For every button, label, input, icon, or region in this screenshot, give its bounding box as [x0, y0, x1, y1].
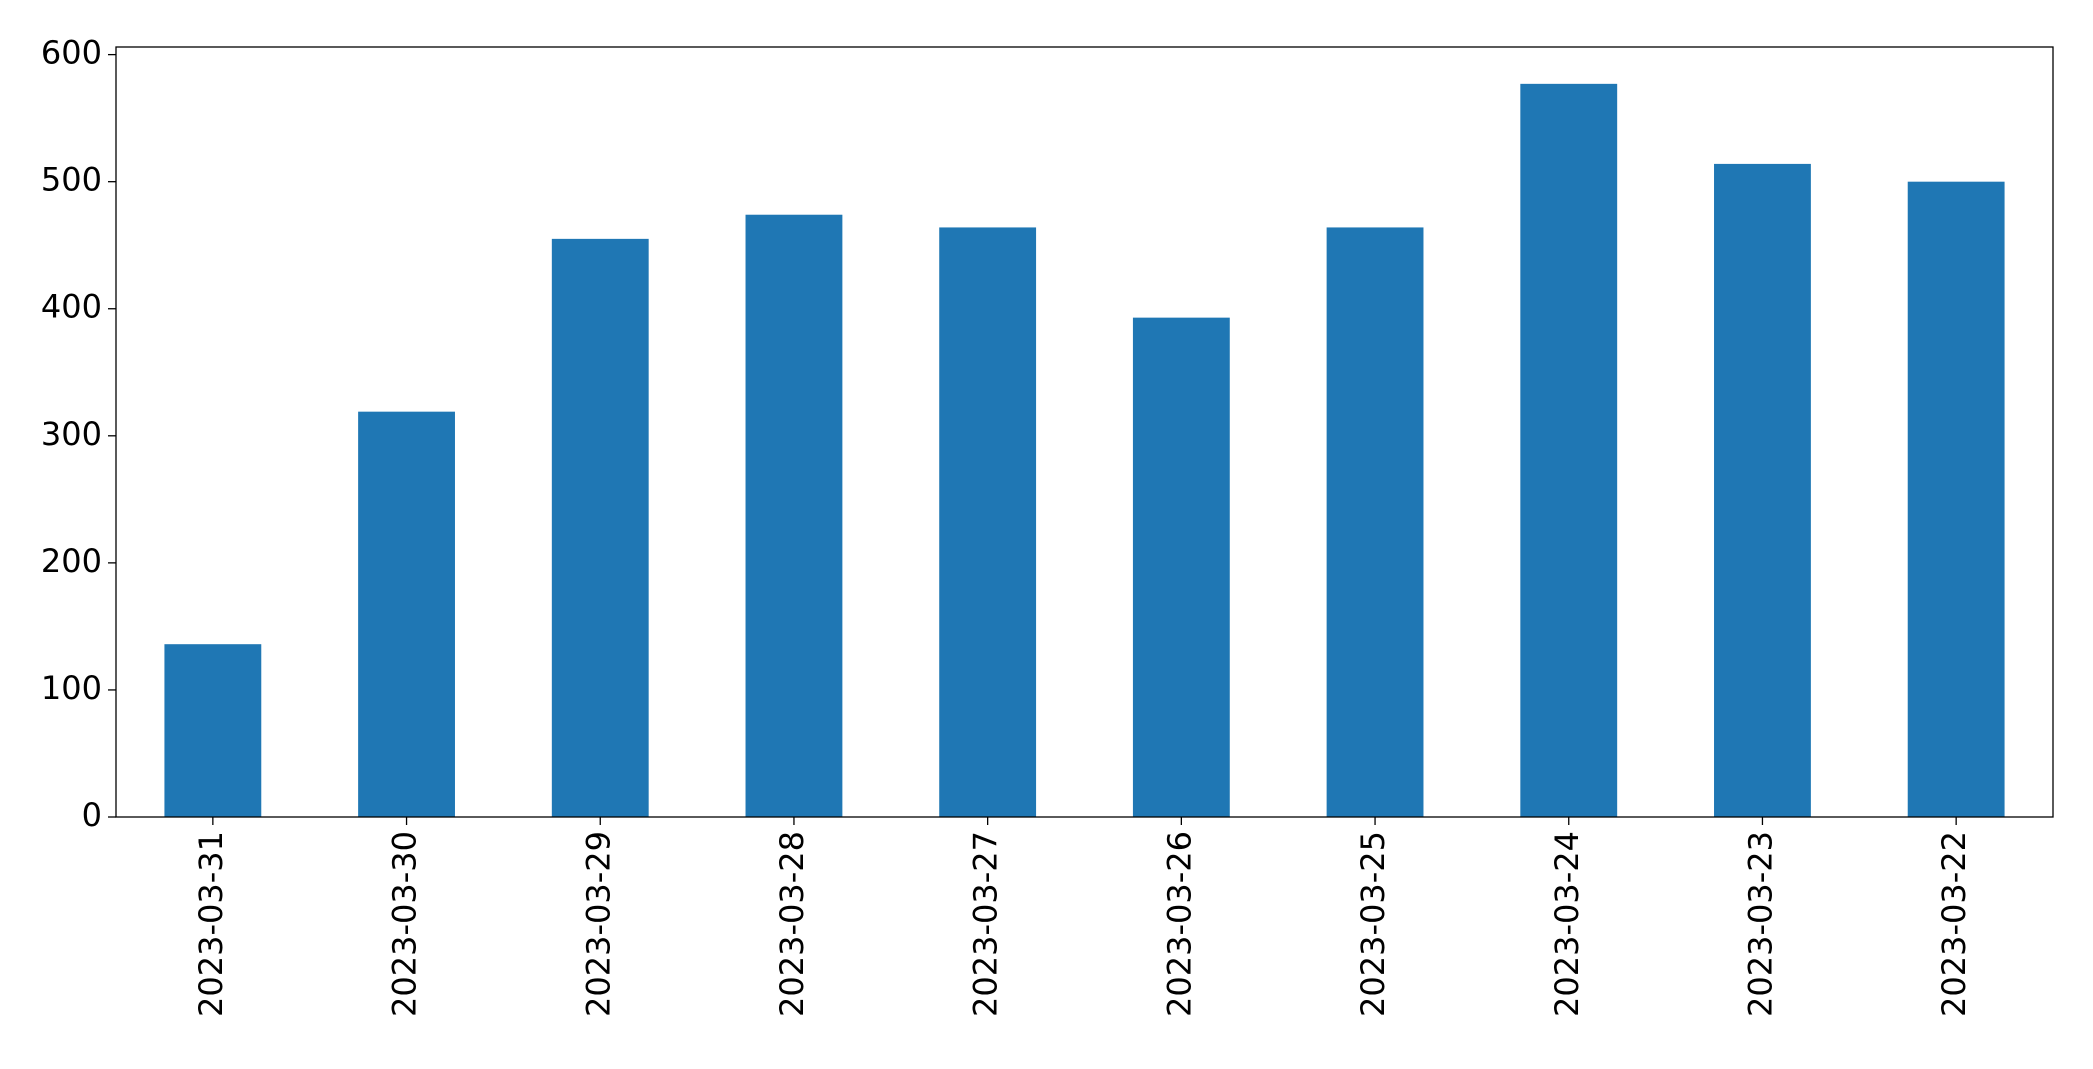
y-tick-label: 200 — [41, 542, 102, 580]
x-tick-label: 2023-03-29 — [579, 831, 617, 1017]
x-tick-label: 2023-03-25 — [1354, 831, 1392, 1017]
x-tick-label: 2023-03-28 — [773, 831, 811, 1017]
x-tick-label: 2023-03-30 — [386, 831, 424, 1017]
bar — [1714, 163, 1811, 817]
bar — [1326, 227, 1424, 817]
x-tick-label: 2023-03-22 — [1935, 831, 1973, 1017]
x-tick-label: 2023-03-23 — [1741, 831, 1779, 1017]
y-tick-label: 300 — [41, 415, 102, 453]
bar — [1907, 181, 2005, 817]
y-tick-label: 500 — [41, 161, 102, 199]
x-tick-label: 2023-03-26 — [1160, 831, 1198, 1017]
x-tick-label: 2023-03-24 — [1548, 831, 1586, 1017]
bar — [551, 238, 649, 817]
bar — [358, 411, 455, 817]
bar — [939, 227, 1037, 817]
y-tick-label: 0 — [82, 796, 102, 834]
y-tick-label: 400 — [41, 288, 102, 326]
bar — [745, 214, 843, 817]
bar — [1132, 317, 1230, 817]
x-tick-label: 2023-03-27 — [967, 831, 1005, 1017]
x-tick-label: 2023-03-31 — [192, 831, 230, 1017]
y-tick-label: 600 — [41, 34, 102, 72]
plot-frame — [115, 46, 2054, 818]
bar — [164, 644, 262, 817]
bar — [1520, 83, 1618, 817]
y-tick-label: 100 — [41, 669, 102, 707]
